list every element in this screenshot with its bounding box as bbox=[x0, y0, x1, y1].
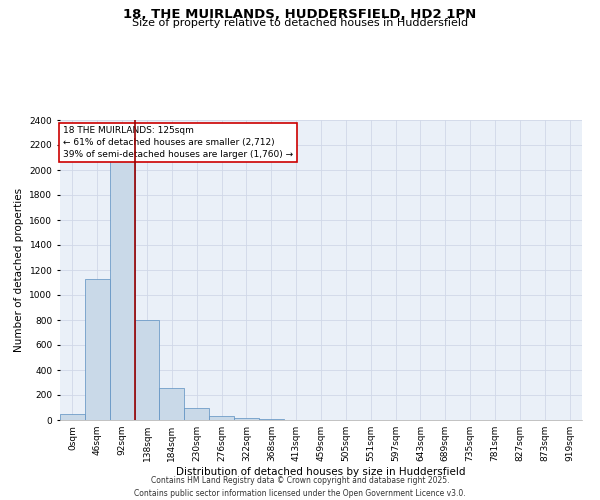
Bar bbox=[184, 408, 209, 420]
Text: Size of property relative to detached houses in Huddersfield: Size of property relative to detached ho… bbox=[132, 18, 468, 28]
Bar bbox=[60, 414, 85, 420]
Text: 18 THE MUIRLANDS: 125sqm
← 61% of detached houses are smaller (2,712)
39% of sem: 18 THE MUIRLANDS: 125sqm ← 61% of detach… bbox=[63, 126, 293, 159]
Bar bbox=[209, 416, 234, 420]
Bar bbox=[134, 320, 160, 420]
Y-axis label: Number of detached properties: Number of detached properties bbox=[14, 188, 24, 352]
Text: Contains HM Land Registry data © Crown copyright and database right 2025.
Contai: Contains HM Land Registry data © Crown c… bbox=[134, 476, 466, 498]
Bar bbox=[110, 160, 134, 420]
Text: 18, THE MUIRLANDS, HUDDERSFIELD, HD2 1PN: 18, THE MUIRLANDS, HUDDERSFIELD, HD2 1PN bbox=[124, 8, 476, 20]
Bar bbox=[234, 418, 259, 420]
X-axis label: Distribution of detached houses by size in Huddersfield: Distribution of detached houses by size … bbox=[176, 467, 466, 477]
Bar bbox=[85, 279, 110, 420]
Bar bbox=[160, 388, 184, 420]
